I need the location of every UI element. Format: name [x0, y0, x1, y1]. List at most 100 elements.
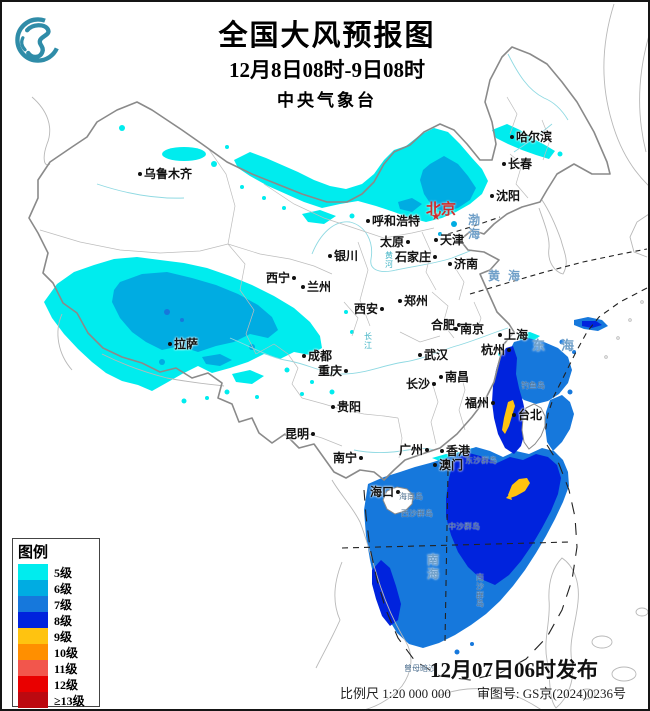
- legend-row: 5级: [18, 564, 99, 580]
- city-label: 南昌: [439, 368, 469, 385]
- capital-star-marker: ★: [431, 211, 441, 223]
- island-label-zengmu-ansha: 曾母暗沙: [404, 664, 436, 673]
- city-dot: [457, 322, 462, 327]
- city-dot: [301, 284, 305, 289]
- city-dot: [433, 462, 437, 467]
- city-label: 台北: [512, 406, 542, 423]
- legend-swatch: [18, 580, 48, 596]
- legend-swatch: [18, 676, 48, 692]
- legend-swatch: [18, 612, 48, 628]
- legend-row: 12级: [18, 676, 99, 692]
- legend-row: ≥13级: [18, 692, 99, 708]
- city-dot: [440, 448, 444, 453]
- legend-swatch: [18, 660, 48, 676]
- island-label-xisha: 西沙群岛: [401, 509, 433, 518]
- legend-row: 6级: [18, 580, 99, 596]
- city-label: 南宁: [333, 449, 364, 466]
- city-label: 哈尔滨: [510, 128, 552, 145]
- city-label: 银川: [328, 247, 358, 264]
- city-dot: [328, 253, 332, 258]
- city-label: 呼和浩特: [366, 212, 420, 229]
- issue-time: 12月07日06时发布: [430, 658, 598, 682]
- china-boundary: [28, 46, 611, 481]
- city-dot: [311, 431, 316, 436]
- city-dot: [406, 239, 411, 244]
- city-label: 武汉: [418, 346, 448, 363]
- wind-area-level9: [502, 400, 530, 500]
- city-label: 海口: [370, 483, 401, 500]
- legend-row: 9级: [18, 628, 99, 644]
- map-valid-period: 12月8日08时-9日08时: [229, 58, 425, 82]
- foreign-coastlines: [31, 3, 648, 709]
- city-dot: [418, 352, 422, 357]
- rivers: [96, 53, 569, 454]
- city-label: 南京: [454, 320, 484, 337]
- maritime-dashed-lines: [341, 216, 648, 681]
- hainan-island: [382, 486, 414, 515]
- city-label: 天津: [434, 231, 464, 248]
- city-label: 郑州: [398, 292, 428, 309]
- city-dot: [454, 326, 458, 331]
- city-label: 沈阳: [490, 187, 520, 204]
- capital-label: 北京: [426, 202, 457, 218]
- map-credits: 比例尺 1:20 000 000 审图号: GS京(2024)0236号: [340, 683, 626, 702]
- city-dot: [434, 237, 438, 242]
- city-label: 合肥: [431, 316, 462, 333]
- city-dot: [490, 193, 494, 198]
- island-label-dongsha: 东沙群岛: [465, 456, 497, 465]
- legend-row: 11级: [18, 660, 99, 676]
- island-label-zhongsha: 中沙群岛: [448, 522, 480, 531]
- province-boundaries: [39, 96, 551, 459]
- sea-label-east-china-sea: 东海: [532, 338, 591, 353]
- city-label: 西安: [354, 300, 385, 317]
- legend-row: 10级: [18, 644, 99, 660]
- city-label: 长沙: [406, 375, 437, 392]
- city-label: 成都: [302, 347, 332, 364]
- city-dot: [331, 404, 335, 409]
- city-label: 济南: [448, 255, 478, 272]
- city-dot: [433, 254, 438, 259]
- city-label: 澳门: [433, 456, 463, 473]
- city-dot: [498, 332, 502, 337]
- city-label: 乌鲁木齐: [138, 165, 192, 182]
- city-label: 长春: [502, 155, 532, 172]
- city-label: 石家庄: [395, 248, 438, 265]
- city-dot: [432, 381, 437, 386]
- city-dot: [302, 353, 306, 358]
- city-dot: [138, 171, 142, 176]
- legend-row: 7级: [18, 596, 99, 612]
- legend: 图例 5级 6级 7级 8级 9级 10级 11级 12级 ≥13级: [12, 538, 100, 708]
- city-dot: [359, 455, 364, 460]
- river-label-yellow-river: 黄河: [385, 251, 393, 269]
- cma-logo: [15, 17, 61, 63]
- city-dot: [425, 447, 430, 452]
- sea-label-south-china-sea: 南海: [427, 553, 440, 581]
- city-label: 昆明: [285, 425, 316, 442]
- legend-swatch: [18, 692, 48, 708]
- city-label: 拉萨: [168, 335, 198, 352]
- legend-swatch: [18, 564, 48, 580]
- taiwan-island: [521, 403, 546, 450]
- city-dot: [512, 412, 516, 417]
- city-dot: [168, 341, 172, 346]
- wind-area-level8: [372, 321, 602, 626]
- city-label: 广州: [399, 441, 430, 458]
- city-dot: [439, 374, 443, 379]
- city-label: 重庆: [318, 362, 349, 379]
- island-label-diaoyu: 钓鱼岛: [521, 381, 545, 390]
- city-dot: [507, 347, 512, 352]
- city-label: 上海: [498, 326, 528, 343]
- sea-label-yellow-sea: 黄海: [488, 269, 529, 283]
- map-scale: 比例尺 1:20 000 000: [340, 686, 451, 701]
- city-label: 福州: [465, 394, 496, 411]
- city-dot: [366, 218, 370, 223]
- city-dot: [396, 489, 401, 494]
- city-dot: [491, 400, 496, 405]
- city-label: 西宁: [266, 269, 297, 286]
- city-label: 太原: [380, 233, 411, 250]
- city-label: 杭州: [481, 341, 512, 358]
- city-label: 贵阳: [331, 398, 361, 415]
- island-label-nansha: 南沙群岛: [476, 573, 484, 609]
